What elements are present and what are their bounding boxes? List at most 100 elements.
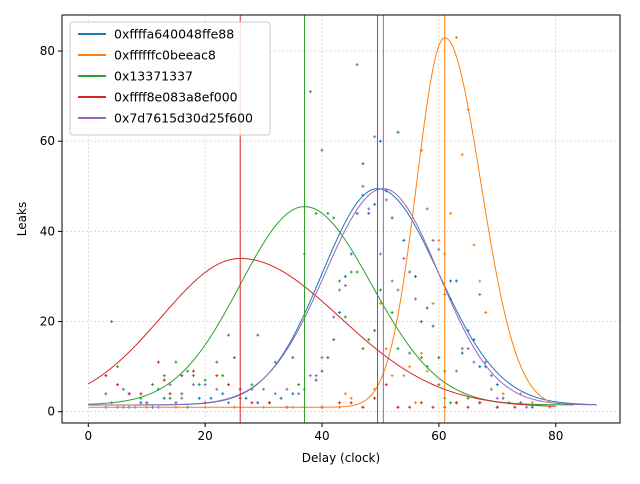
data-point <box>472 360 476 364</box>
data-point <box>408 365 412 369</box>
data-point <box>431 324 435 328</box>
grid <box>62 15 620 423</box>
data-point <box>332 338 336 342</box>
data-point <box>437 356 441 360</box>
data-point <box>437 383 441 387</box>
data-point <box>460 347 464 351</box>
data-point <box>495 405 499 409</box>
data-point <box>437 238 441 242</box>
data-point <box>203 378 207 382</box>
data-point <box>419 356 423 360</box>
data-point <box>361 347 365 351</box>
data-point <box>431 238 435 242</box>
data-point <box>501 396 505 400</box>
data-point <box>139 392 143 396</box>
data-point <box>116 365 120 369</box>
data-point <box>320 148 324 152</box>
data-point <box>449 211 453 215</box>
data-point <box>396 347 400 351</box>
data-point <box>384 383 388 387</box>
data-point <box>151 383 155 387</box>
data-point <box>227 383 231 387</box>
data-point <box>402 238 406 242</box>
legend-label: 0xffffa640048ffe88 <box>114 27 234 42</box>
data-point <box>174 401 178 405</box>
data-point <box>215 387 219 391</box>
data-point <box>349 270 353 274</box>
data-point <box>484 360 488 364</box>
data-point <box>390 216 394 220</box>
data-point <box>525 405 529 409</box>
data-point <box>215 374 219 378</box>
data-point <box>378 288 382 292</box>
data-point <box>449 401 453 405</box>
data-point <box>291 392 295 396</box>
data-point <box>373 329 377 333</box>
data-point <box>396 405 400 409</box>
data-point <box>419 320 423 324</box>
data-point <box>244 396 248 400</box>
data-point <box>384 347 388 351</box>
data-point <box>314 378 318 382</box>
data-point <box>355 211 359 215</box>
data-point <box>267 401 271 405</box>
data-point <box>191 369 195 373</box>
data-point <box>343 392 347 396</box>
data-point <box>396 288 400 292</box>
axis-ticks: 0 20 40 60 80 0 20 40 60 80 <box>40 44 564 443</box>
data-point <box>145 401 149 405</box>
data-point <box>373 396 377 400</box>
data-point <box>408 270 412 274</box>
data-point <box>186 369 190 373</box>
data-point <box>478 365 482 369</box>
data-point <box>425 306 429 310</box>
data-point <box>449 279 453 283</box>
data-point <box>338 311 342 315</box>
data-point <box>530 401 534 405</box>
data-point <box>530 405 534 409</box>
data-point <box>279 396 283 400</box>
y-tick-label: 40 <box>40 224 55 238</box>
data-point <box>431 405 435 409</box>
data-point <box>332 315 336 319</box>
data-point <box>314 374 318 378</box>
data-point <box>437 247 441 251</box>
data-point <box>104 374 108 378</box>
x-tick-label: 60 <box>431 429 446 443</box>
data-point <box>413 274 417 278</box>
data-point <box>262 387 266 391</box>
data-point <box>390 279 394 283</box>
legend-box <box>69 21 271 136</box>
data-point <box>349 396 353 400</box>
y-tick-label: 60 <box>40 134 55 148</box>
data-point <box>343 274 347 278</box>
data-point <box>478 293 482 297</box>
data-point <box>121 387 125 391</box>
data-point <box>197 383 201 387</box>
data-point <box>425 369 429 373</box>
data-point <box>355 63 359 67</box>
data-point <box>338 401 342 405</box>
legend-label: 0x13371337 <box>114 69 193 84</box>
data-point <box>460 153 464 157</box>
data-point <box>390 374 394 378</box>
data-point <box>338 288 342 292</box>
data-point <box>320 356 324 360</box>
data-point <box>156 360 160 364</box>
legend: 0xffffa640048ffe88 0xffffffc0beeac8 0x1337… <box>69 21 271 136</box>
data-point <box>384 198 388 202</box>
data-point <box>419 401 423 405</box>
data-point <box>308 90 312 94</box>
data-point <box>232 356 236 360</box>
data-point <box>326 356 330 360</box>
legend-label: 0xffff8e083a8ef000 <box>114 90 238 105</box>
data-point <box>227 401 231 405</box>
data-point <box>180 396 184 400</box>
data-point <box>320 369 324 373</box>
data-point <box>431 302 435 306</box>
data-point <box>484 311 488 315</box>
data-point <box>127 392 131 396</box>
x-tick-label: 80 <box>548 429 563 443</box>
